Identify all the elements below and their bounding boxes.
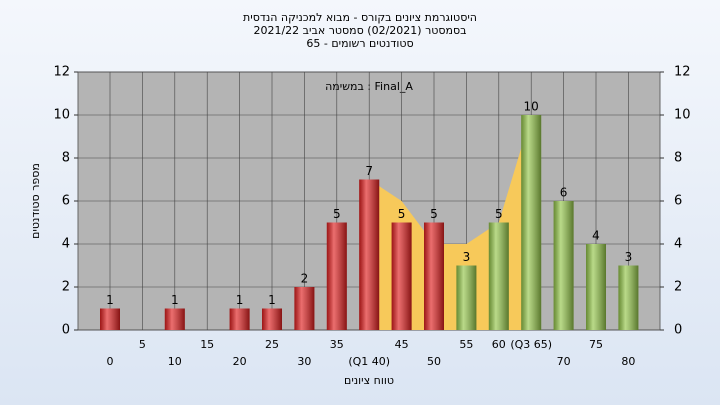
x-tick-label: 45 bbox=[395, 338, 409, 351]
title-line: סטודנטים רשומים - 65 bbox=[306, 37, 413, 50]
value-label: 3 bbox=[625, 250, 633, 264]
value-label: 1 bbox=[106, 293, 114, 307]
bar-shade bbox=[326, 222, 347, 330]
value-label: 7 bbox=[365, 164, 373, 178]
title-line: בסמסטר (02/2021) סמסטר אביב 2021/22 bbox=[253, 24, 466, 37]
x-tick-label: 0 bbox=[107, 355, 114, 368]
x-tick-label: 35 bbox=[330, 338, 344, 351]
bar-shade bbox=[294, 287, 315, 330]
x-tick-label: 50 bbox=[427, 355, 441, 368]
y-tick-label: 10 bbox=[53, 108, 70, 123]
value-label: 2 bbox=[301, 272, 309, 286]
bar-shade bbox=[553, 201, 574, 330]
bar-shade bbox=[100, 308, 120, 330]
x-tick-label: 80 bbox=[621, 355, 635, 368]
y2-tick-label: 8 bbox=[674, 151, 682, 166]
x-axis-label: טווח ציונים bbox=[344, 374, 394, 387]
bar-shade bbox=[618, 265, 639, 330]
value-label: 10 bbox=[524, 100, 539, 114]
y-tick-label: 4 bbox=[62, 237, 70, 252]
x-tick-label: 60 bbox=[492, 338, 506, 351]
x-tick-label: 5 bbox=[139, 338, 146, 351]
y-axis-label: מספר סטודנטים bbox=[29, 163, 42, 239]
value-label: 5 bbox=[398, 207, 406, 221]
value-label: 5 bbox=[495, 207, 503, 221]
bar-shade bbox=[164, 308, 185, 330]
x-tick-label: 10 bbox=[168, 355, 182, 368]
y-tick-label: 8 bbox=[62, 151, 70, 166]
bar-shade bbox=[586, 244, 606, 330]
bar-shade bbox=[229, 308, 250, 330]
value-label: 6 bbox=[560, 186, 568, 200]
value-label: 1 bbox=[171, 293, 179, 307]
value-label: 1 bbox=[236, 293, 244, 307]
y-tick-label: 6 bbox=[62, 194, 70, 209]
x-tick-label: 25 bbox=[265, 338, 279, 351]
x-tick-label: 15 bbox=[200, 338, 214, 351]
y-tick-label: 0 bbox=[62, 323, 70, 338]
bar-shade bbox=[424, 222, 444, 330]
x-tick-label: 20 bbox=[233, 355, 247, 368]
bar-shade bbox=[456, 265, 477, 330]
y2-tick-label: 12 bbox=[674, 65, 691, 80]
x-tick-label: 30 bbox=[297, 355, 311, 368]
bar-shade bbox=[521, 115, 542, 330]
y2-tick-label: 6 bbox=[674, 194, 682, 209]
x-tick-label: (Q1 40) bbox=[348, 355, 390, 368]
x-tick-label: 75 bbox=[589, 338, 603, 351]
bar-shade bbox=[488, 222, 509, 330]
y-tick-label: 2 bbox=[62, 280, 70, 295]
value-label: 1 bbox=[268, 293, 276, 307]
value-label: 5 bbox=[430, 207, 438, 221]
y2-tick-label: 2 bbox=[674, 280, 682, 295]
value-label: 4 bbox=[592, 229, 600, 243]
title-line: היסטוגרמת ציונים בקורס - מבוא למכניקה הנ… bbox=[243, 11, 477, 24]
value-label: 3 bbox=[463, 250, 471, 264]
y2-tick-label: 10 bbox=[674, 108, 691, 123]
bar-shade bbox=[262, 308, 282, 330]
x-tick-label: 55 bbox=[459, 338, 473, 351]
x-tick-label: (Q3 65) bbox=[510, 338, 552, 351]
y2-tick-label: 0 bbox=[674, 323, 682, 338]
value-label: 5 bbox=[333, 207, 341, 221]
x-tick-label: 70 bbox=[557, 355, 571, 368]
bar-shade bbox=[391, 222, 412, 330]
y2-tick-label: 4 bbox=[674, 237, 682, 252]
y-tick-label: 12 bbox=[53, 65, 70, 80]
bar-shade bbox=[359, 179, 380, 330]
